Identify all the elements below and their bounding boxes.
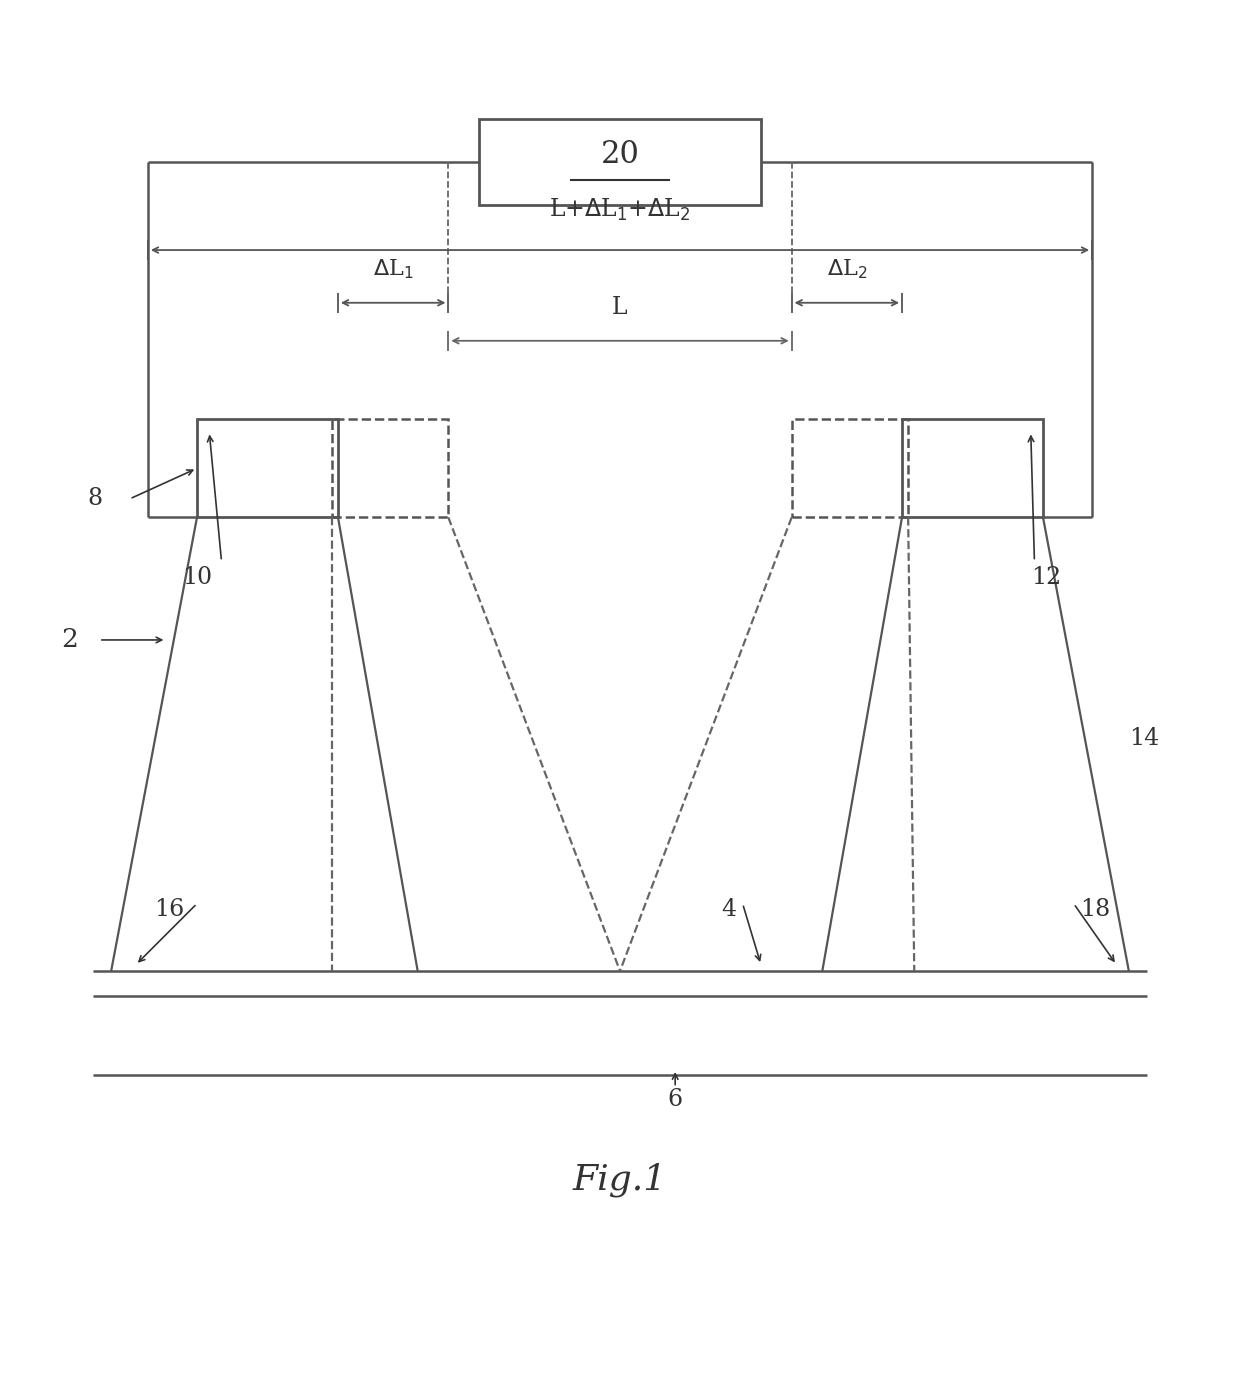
Text: L+$\Delta$L$_1$+$\Delta$L$_2$: L+$\Delta$L$_1$+$\Delta$L$_2$ — [549, 197, 691, 223]
Bar — [197, 419, 339, 517]
Text: 6: 6 — [667, 1089, 683, 1111]
Text: 14: 14 — [1128, 726, 1159, 750]
Bar — [332, 419, 449, 517]
Text: 8: 8 — [88, 488, 103, 510]
Bar — [901, 419, 1043, 517]
Bar — [791, 419, 908, 517]
Text: 10: 10 — [182, 566, 212, 590]
Text: 4: 4 — [722, 898, 737, 922]
Text: 18: 18 — [1080, 898, 1110, 922]
Text: 20: 20 — [600, 139, 640, 169]
Text: 16: 16 — [155, 898, 185, 922]
Text: 2: 2 — [61, 627, 78, 652]
Text: $\Delta$L$_2$: $\Delta$L$_2$ — [827, 258, 867, 281]
Text: 12: 12 — [1032, 566, 1061, 590]
Bar — [479, 119, 761, 205]
Text: $\Delta$L$_1$: $\Delta$L$_1$ — [373, 258, 413, 281]
Text: Fig.1: Fig.1 — [573, 1162, 667, 1196]
Text: L: L — [613, 296, 627, 318]
